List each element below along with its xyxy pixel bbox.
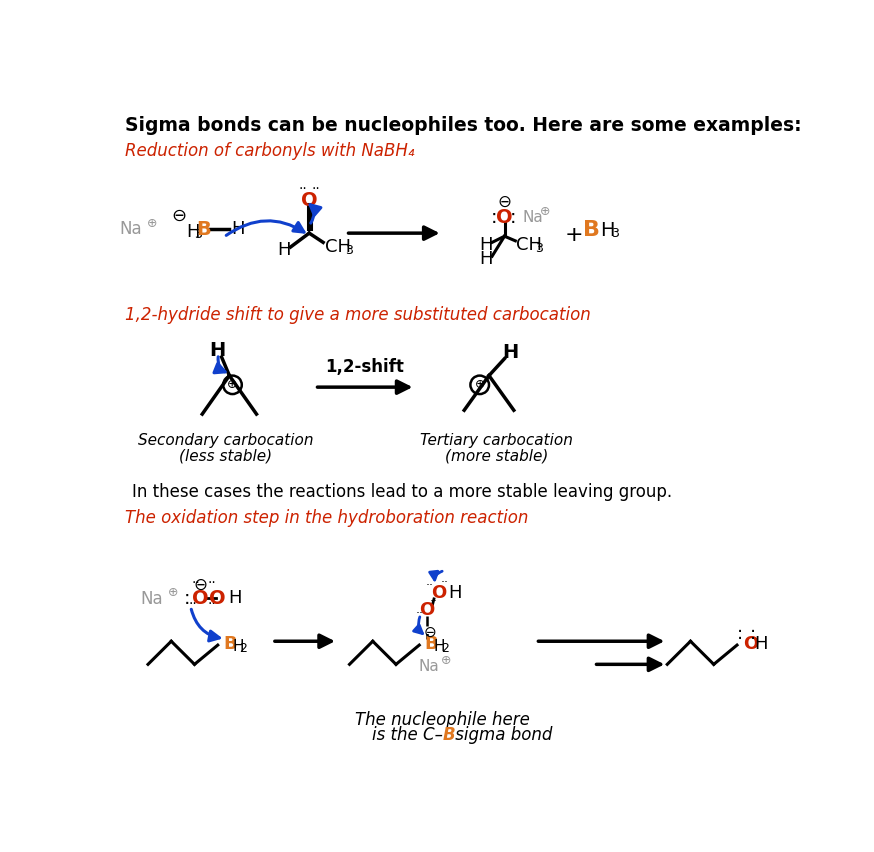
Text: 3: 3 <box>195 228 203 241</box>
Text: H: H <box>228 589 241 607</box>
Text: +: + <box>565 225 584 245</box>
Text: H: H <box>232 639 244 654</box>
Text: B: B <box>583 220 600 240</box>
Text: H: H <box>754 635 767 653</box>
Text: ⊖: ⊖ <box>171 207 186 225</box>
Text: sigma bond: sigma bond <box>450 726 552 744</box>
Text: ··: ·· <box>426 579 434 592</box>
Text: B: B <box>442 726 455 744</box>
Text: ⊖: ⊖ <box>194 576 208 594</box>
Text: ··: ·· <box>208 577 217 590</box>
Text: In these cases the reactions lead to a more stable leaving group.: In these cases the reactions lead to a m… <box>133 483 673 501</box>
Text: B: B <box>223 635 237 653</box>
Text: ⊖: ⊖ <box>424 625 436 640</box>
Text: (less stable): (less stable) <box>179 449 272 463</box>
Text: ··: ·· <box>299 182 308 196</box>
Text: ⊕: ⊕ <box>441 654 452 667</box>
Text: 3: 3 <box>536 242 544 255</box>
Text: O: O <box>496 208 513 227</box>
Text: ⊕: ⊕ <box>475 378 485 391</box>
Text: B: B <box>425 635 438 653</box>
Text: 2: 2 <box>239 642 247 655</box>
Text: H: H <box>448 584 462 602</box>
Text: ··: ·· <box>311 182 320 196</box>
Text: ··: ·· <box>191 577 200 590</box>
Text: 3: 3 <box>612 227 620 239</box>
Text: :: : <box>510 208 517 227</box>
Text: ⊕: ⊕ <box>227 378 238 391</box>
Text: 3: 3 <box>345 244 353 256</box>
Text: is the C–: is the C– <box>371 726 442 744</box>
Text: ··: ·· <box>429 595 437 607</box>
Text: H: H <box>187 222 200 240</box>
Text: Na: Na <box>522 210 543 225</box>
Text: O: O <box>210 589 226 607</box>
Text: H: H <box>232 221 246 239</box>
Text: Reduction of carbonyls with NaBH₄: Reduction of carbonyls with NaBH₄ <box>125 142 414 160</box>
Text: H: H <box>503 343 519 362</box>
Text: Sigma bonds can be nucleophiles too. Here are some examples:: Sigma bonds can be nucleophiles too. Her… <box>125 116 801 135</box>
Text: ⊕: ⊕ <box>168 586 178 599</box>
Text: CH: CH <box>517 237 542 255</box>
Text: O: O <box>192 589 209 607</box>
Text: The oxidation step in the hydroboration reaction: The oxidation step in the hydroboration … <box>125 509 528 527</box>
Text: (more stable): (more stable) <box>445 449 549 463</box>
Text: Tertiary carbocation: Tertiary carbocation <box>420 434 573 448</box>
Text: :: : <box>184 589 190 607</box>
Text: :: : <box>749 625 755 643</box>
Text: H: H <box>434 639 446 654</box>
Text: O: O <box>431 584 447 602</box>
Text: ··: ·· <box>208 597 217 611</box>
Text: B: B <box>197 220 212 239</box>
Text: :: : <box>737 625 743 643</box>
Text: The nucleophile here: The nucleophile here <box>355 711 530 728</box>
Text: :: : <box>490 208 497 227</box>
Text: CH: CH <box>325 238 350 256</box>
Text: H: H <box>600 221 614 239</box>
Text: H: H <box>209 342 225 360</box>
Text: H: H <box>479 250 493 268</box>
Text: ⊖: ⊖ <box>497 193 511 211</box>
Text: Na: Na <box>418 659 439 674</box>
Text: H: H <box>479 237 493 255</box>
Text: O: O <box>301 192 317 210</box>
Text: 1,2-shift: 1,2-shift <box>325 358 405 376</box>
Text: Secondary carbocation: Secondary carbocation <box>138 434 313 448</box>
Text: O: O <box>420 602 434 619</box>
Text: ⊕: ⊕ <box>539 205 550 218</box>
Text: Na: Na <box>119 221 142 239</box>
Text: ⊕: ⊕ <box>147 216 157 230</box>
Text: O: O <box>743 635 759 653</box>
Text: ··: ·· <box>440 576 449 590</box>
Text: 2: 2 <box>441 642 449 655</box>
Text: ··: ·· <box>189 597 198 611</box>
Text: 1,2-hydride shift to give a more substituted carbocation: 1,2-hydride shift to give a more substit… <box>125 306 591 325</box>
Text: Na: Na <box>141 590 163 607</box>
Text: H: H <box>278 241 291 259</box>
Text: ··: ·· <box>415 607 423 620</box>
